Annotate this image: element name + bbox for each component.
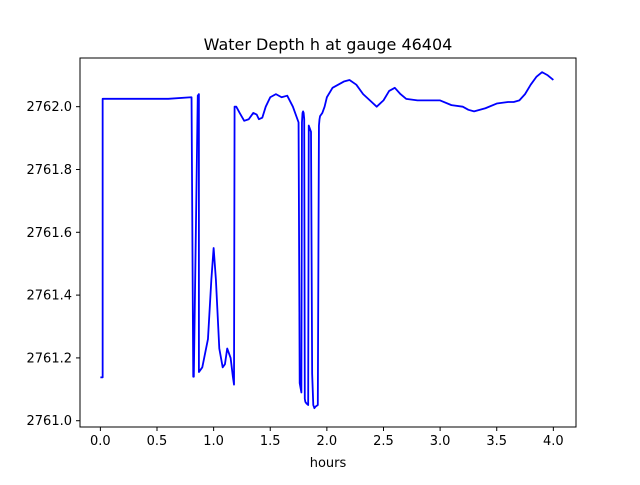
x-tick-label: 0.5	[147, 434, 168, 449]
x-tick-label: 0.0	[90, 434, 111, 449]
x-axis: 0.0 0.5 1.0 1.5 2.0 2.5 3.0 3.5 4.0	[90, 427, 564, 449]
chart-title: Water Depth h at gauge 46404	[204, 35, 453, 54]
plot-area	[100, 71, 554, 410]
x-tick-label: 3.5	[486, 434, 507, 449]
y-tick-label: 2762.0	[27, 100, 73, 115]
x-tick-label: 1.0	[203, 434, 224, 449]
x-tick-label: 1.5	[260, 434, 281, 449]
x-axis-label: hours	[310, 456, 347, 471]
y-tick-label: 2761.0	[27, 414, 73, 429]
x-tick-label: 2.5	[373, 434, 394, 449]
y-tick-label: 2761.8	[27, 163, 73, 178]
x-tick-label: 4.0	[543, 434, 564, 449]
x-tick-label: 3.0	[430, 434, 451, 449]
axes-frame	[79, 57, 577, 428]
y-tick-label: 2761.6	[27, 226, 73, 241]
x-tick-label: 2.0	[317, 434, 338, 449]
y-tick-label: 2761.4	[27, 289, 73, 304]
series-line	[100, 71, 554, 410]
y-axis: 2761.0 2761.2 2761.4 2761.6 2761.8 2762.0	[27, 100, 80, 429]
y-tick-label: 2761.2	[27, 351, 73, 366]
